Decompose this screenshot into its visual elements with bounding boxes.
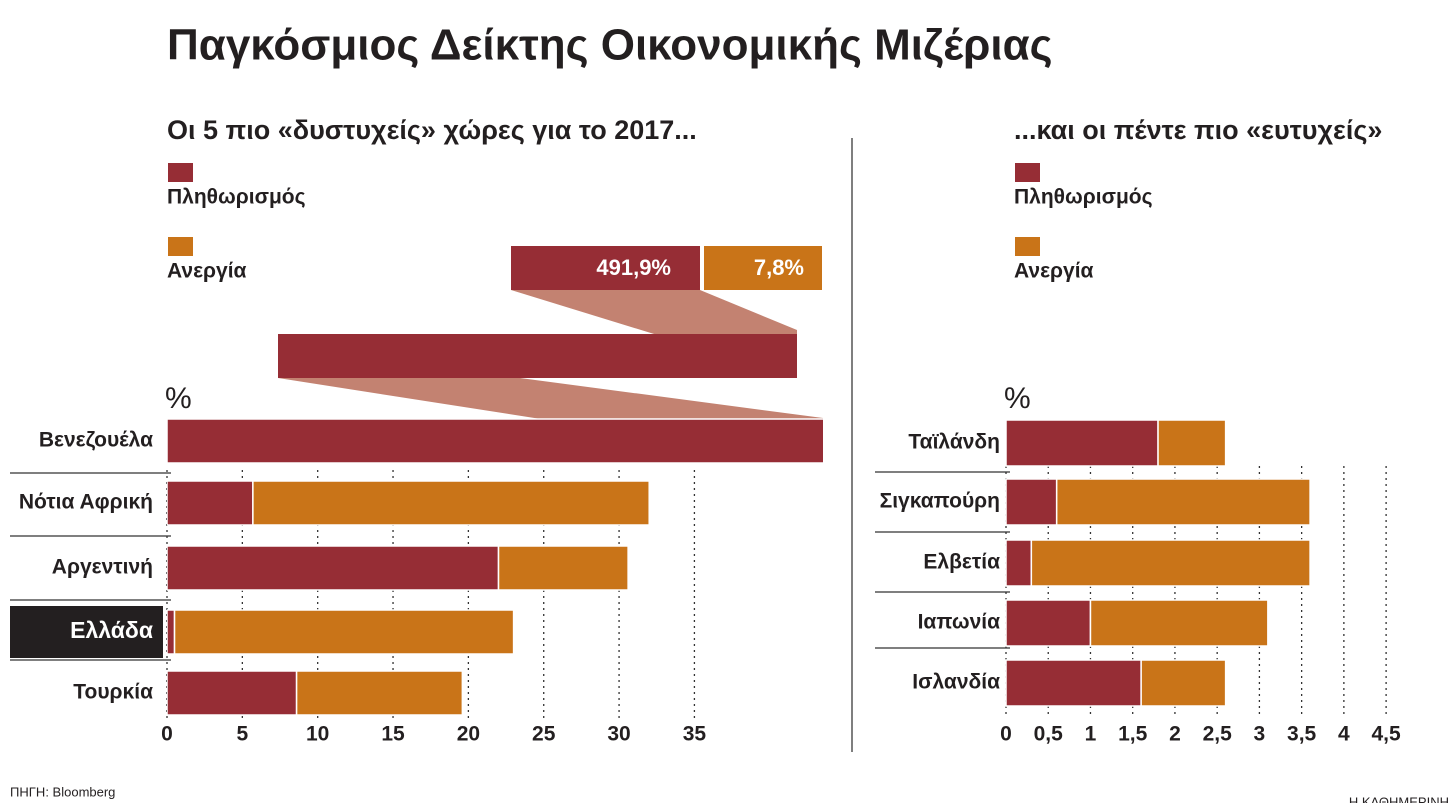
x-tick-label: 4 [1338, 723, 1350, 746]
bar-segment [167, 670, 298, 716]
break-bar [278, 334, 797, 378]
bars [167, 418, 823, 716]
bar-segment [1030, 539, 1311, 587]
category-label: Ταϊλάνδη [908, 431, 1000, 454]
callout-label: 491,9% [596, 255, 671, 280]
bar-segment [167, 418, 823, 464]
source: ΠΗΓΗ: Bloomberg [10, 784, 115, 799]
title: Παγκόσμιος Δείκτης Οικονομικής Μιζέριας [167, 21, 1053, 70]
bar-segment [497, 545, 629, 591]
bar-segment [167, 545, 500, 591]
category-label: Βενεζουέλα [39, 429, 153, 452]
callout-label: 7,8% [754, 255, 804, 280]
x-tick-label: 0 [161, 723, 173, 746]
highlight-box [10, 606, 163, 658]
bar-segment [295, 670, 464, 716]
x-tick-label: 0,5 [1034, 723, 1064, 746]
x-tick-label: 10 [306, 723, 329, 746]
subtitle: ...και οι πέντε πιο «ευτυχείς» [1014, 115, 1382, 145]
x-tick-label: 35 [683, 723, 707, 746]
legend-label: Ανεργία [1014, 260, 1094, 283]
bar-segment [167, 480, 254, 526]
unit: % [1004, 382, 1031, 415]
category-label: Ελβετία [923, 551, 1000, 574]
category-label: Ισλανδία [912, 671, 1000, 694]
bar-segment [1140, 659, 1227, 707]
bar-segment [1005, 419, 1159, 467]
bar-segment [1055, 478, 1311, 526]
bars [1005, 419, 1311, 707]
x-tick-label: 5 [237, 723, 249, 746]
x-tick-label: 0 [1000, 723, 1012, 746]
bar-segment [1005, 478, 1058, 526]
category-label: Νότια Αφρική [19, 491, 153, 514]
callout-box [704, 246, 822, 290]
publisher: Η ΚΑΘΗΜΕΡΙΝΗ [1349, 794, 1449, 803]
category-label: Ελλάδα [70, 617, 153, 643]
unit: % [165, 382, 192, 415]
bar-segment [167, 609, 176, 655]
x-tick-label: 1 [1085, 723, 1097, 746]
legend-label: Πληθωρισμός [1014, 186, 1153, 209]
subtitle: Οι 5 πιο «δυστυχείς» χώρες για το 2017..… [167, 115, 697, 145]
legend-swatch [1015, 163, 1040, 182]
legend-swatch [1015, 237, 1040, 256]
category-label: Αργεντινή [52, 556, 153, 579]
category-label: Τουρκία [73, 681, 153, 704]
x-tick-label: 20 [457, 723, 480, 746]
x-tick-label: 3 [1254, 723, 1266, 746]
category-label: Ιαπωνία [918, 611, 1000, 634]
x-tick-label: 2 [1169, 723, 1181, 746]
bar-segment [252, 480, 650, 526]
x-tick-label: 30 [607, 723, 630, 746]
bar-segment [173, 609, 515, 655]
bar-segment [1005, 659, 1142, 707]
callout-box [511, 246, 700, 290]
x-tick-label: 4,5 [1372, 723, 1402, 746]
x-tick-label: 25 [532, 723, 556, 746]
legend-label: Ανεργία [167, 260, 247, 283]
legend-swatch [168, 163, 193, 182]
category-label: Σιγκαπούρη [880, 490, 1000, 513]
x-tick-label: 2,5 [1203, 723, 1233, 746]
bar-segment [1089, 599, 1269, 647]
x-tick-label: 1,5 [1118, 723, 1148, 746]
x-tick-label: 3,5 [1287, 723, 1317, 746]
x-tick-label: 15 [381, 723, 405, 746]
legend-label: Πληθωρισμός [167, 186, 306, 209]
bar-segment [1005, 599, 1092, 647]
legend-swatch [168, 237, 193, 256]
bar-segment [1157, 419, 1227, 467]
bar-segment [1005, 539, 1033, 587]
